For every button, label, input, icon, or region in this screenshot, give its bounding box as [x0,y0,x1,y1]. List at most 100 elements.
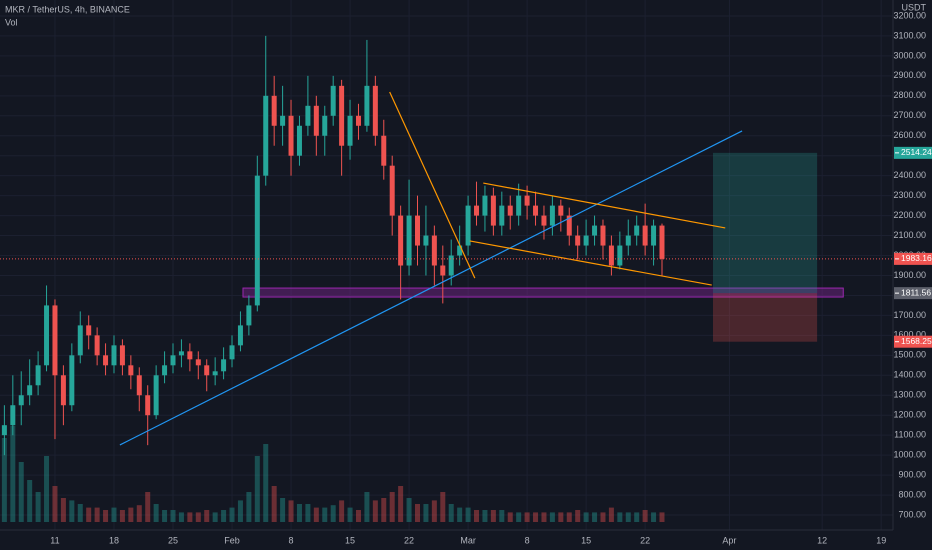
candle-body [128,365,134,376]
volume-bar [136,505,142,522]
candle-body [634,225,640,236]
volume-bar [305,504,311,522]
chart-title: MKR / TetherUS, 4h, BINANCE [5,4,130,14]
candle-body [313,105,319,136]
candle-body [212,371,218,376]
volume-label: Vol [5,17,18,27]
volume-bar [60,498,66,522]
y-tick-label: 3200.00 [893,10,926,20]
volume-bar [423,504,429,522]
x-tick-label: 22 [404,535,414,545]
candle-body [600,225,606,246]
y-tick-label: 1300.00 [893,390,926,400]
volume-bar [608,507,614,522]
y-tick-label: 1000.00 [893,450,926,460]
candle-body [305,105,311,126]
y-tick-label: 1900.00 [893,270,926,280]
trendline [469,240,712,286]
volume-bar [1,438,7,522]
candle-body [608,245,614,266]
y-tick-label: 2400.00 [893,170,926,180]
volume-bar [288,500,294,522]
volume-bar [111,507,117,522]
volume-bar [651,512,657,522]
volume-bar [170,510,176,522]
candle-body [617,245,623,266]
candle-body [575,235,581,246]
y-tick-label: 2300.00 [893,190,926,200]
y-tick-label: 2200.00 [893,210,926,220]
candle-body [431,235,437,266]
candle-body [566,215,572,236]
volume-bar [77,504,83,522]
volume-bar [592,512,598,522]
volume-bar [600,512,606,522]
candle-body [558,205,564,216]
candle-body [516,195,522,216]
candle-body [280,115,286,126]
volume-bar [465,507,471,522]
volume-bar [322,507,328,522]
volume-bar [558,512,564,522]
candle-body [237,325,243,346]
candle-body [465,205,471,246]
volume-bar [389,492,395,522]
candle-body [642,225,648,246]
volume-bar [457,507,463,522]
volume-layer [1,426,665,522]
volume-bar [128,507,134,522]
candle-body [27,385,33,396]
volume-bar [296,504,302,522]
volume-bar [541,512,547,522]
y-tick-label: 2600.00 [893,130,926,140]
volume-bar [659,512,665,522]
volume-bar [372,500,378,522]
candle-body [583,235,589,246]
volume-bar [524,512,530,522]
candle-body [549,205,555,226]
candle-body [246,305,252,326]
y-axis-label: USDT [902,2,927,12]
y-tick-label: 1400.00 [893,370,926,380]
candle-body [44,305,50,366]
trendline [119,130,743,446]
candle-body [347,115,353,146]
candle-body [414,215,420,246]
candle-body [204,365,210,376]
price-label: 2514.24 [901,147,932,157]
candle-body [10,405,16,426]
candle-body [1,425,7,436]
volume-bar [339,500,345,522]
x-tick-label: 11 [50,535,59,545]
volume-bar [516,512,522,522]
candle-body [229,345,235,360]
volume-bar [187,512,193,522]
volume-bar [178,512,184,522]
candle-body [592,225,598,236]
candle-body [271,95,277,126]
volume-bar [642,510,648,522]
grid-layer [0,0,893,530]
volume-bar [330,505,336,522]
x-tick-label: 19 [876,535,886,545]
y-tick-label: 3100.00 [893,30,926,40]
candle-body [178,351,184,356]
volume-bar [204,510,210,522]
y-tick-label: 1100.00 [894,430,926,440]
candle-body [440,265,446,276]
volume-bar [566,512,572,522]
candle-body [94,335,100,356]
volume-bar [313,507,319,522]
volume-bar [364,492,370,522]
volume-bar [347,507,353,522]
candle-body [474,205,480,216]
candle-body [372,85,378,136]
volume-bar [280,498,286,522]
candle-body [153,375,159,416]
volume-bar [482,510,488,522]
candle-body [69,355,75,406]
candle-body [499,205,505,226]
y-tick-label: 2800.00 [893,90,926,100]
candle-body [507,205,513,216]
volume-bar [52,486,58,522]
